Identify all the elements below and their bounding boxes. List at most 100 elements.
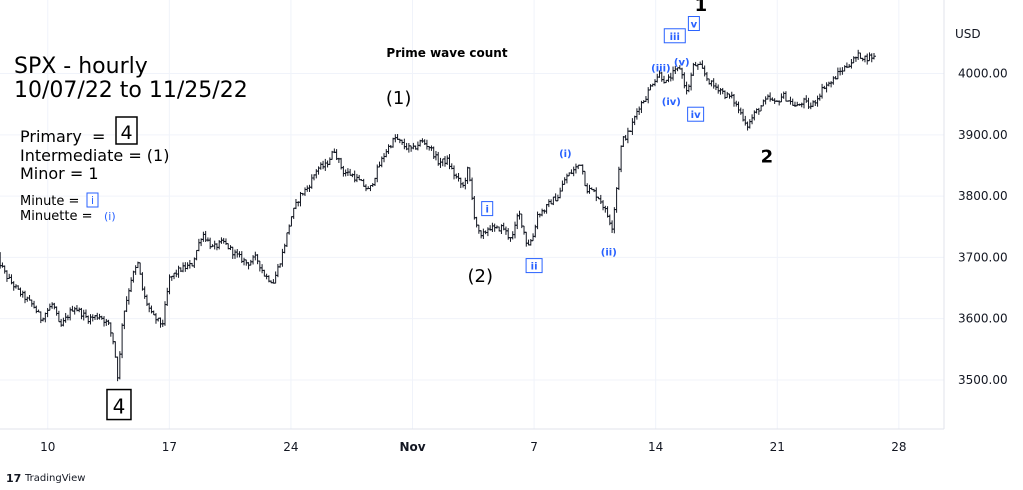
price-bar <box>307 184 312 192</box>
price-bar <box>354 173 359 183</box>
legend-primary-box <box>115 116 138 145</box>
wave-label: (iv) <box>662 97 681 108</box>
price-bar <box>214 243 219 251</box>
price-bar <box>768 92 773 102</box>
price-bar <box>454 173 459 179</box>
price-bar <box>29 299 34 307</box>
price-bar <box>438 157 443 168</box>
price-bar <box>815 95 820 107</box>
y-tick-label: 3700.00 <box>958 250 1008 264</box>
price-bar <box>524 231 529 247</box>
price-bar <box>289 216 294 227</box>
price-bar <box>621 136 626 148</box>
price-bar <box>811 100 816 108</box>
svg-text:(iii): (iii) <box>651 63 670 74</box>
chart-subtitle: 10/07/22 to 11/25/22 <box>14 78 248 103</box>
y-tick-label: 3900.00 <box>958 128 1008 142</box>
price-bar <box>147 302 152 313</box>
price-bar <box>406 143 411 153</box>
price-bar <box>386 144 391 155</box>
price-bar <box>248 259 253 266</box>
price-bar <box>350 173 355 178</box>
legend-minute-label: Minute = <box>20 194 79 209</box>
price-bar <box>790 98 795 106</box>
svg-text:(ii): (ii) <box>601 247 617 258</box>
price-bar <box>255 254 260 265</box>
price-bar <box>273 271 278 284</box>
price-bar <box>302 187 307 196</box>
price-bar <box>456 172 461 182</box>
price-bar <box>11 281 16 291</box>
price-bar <box>508 237 513 242</box>
price-bar <box>849 58 854 69</box>
price-bar <box>133 265 138 275</box>
legend-minor: Minor = 1 <box>20 164 99 183</box>
price-bar <box>43 312 48 323</box>
price-bar <box>716 84 721 94</box>
price-bar <box>363 184 368 192</box>
price-bar <box>630 118 635 135</box>
price-bar <box>549 199 554 205</box>
price-bar <box>625 127 630 144</box>
price-bar <box>262 269 267 277</box>
price-bar <box>284 232 289 247</box>
price-bar <box>804 95 809 103</box>
price-bar <box>573 163 578 174</box>
price-bar <box>560 180 565 192</box>
price-bar <box>747 119 752 129</box>
price-bar <box>824 82 829 93</box>
price-bar <box>72 306 77 315</box>
price-bar <box>612 207 617 234</box>
price-bar <box>637 106 642 115</box>
price-bar <box>826 81 831 87</box>
price-bar <box>736 101 741 114</box>
price-bar <box>321 160 326 170</box>
price-bar <box>540 208 545 217</box>
price-bar <box>700 60 705 69</box>
price-bar <box>564 173 569 184</box>
price-bar <box>445 155 450 165</box>
price-bar <box>314 169 319 179</box>
svg-text:1: 1 <box>695 0 708 16</box>
price-bar <box>777 100 782 106</box>
price-bar <box>470 177 475 201</box>
price-bar <box>799 102 804 108</box>
svg-text:iii: iii <box>670 32 680 43</box>
price-bar <box>104 318 109 326</box>
price-bar <box>452 165 457 180</box>
svg-text:(2): (2) <box>468 266 494 287</box>
price-bar <box>18 287 23 297</box>
price-bar <box>357 174 362 181</box>
wave-label: (i) <box>559 149 572 160</box>
price-bar <box>2 265 7 274</box>
price-bar <box>201 231 206 242</box>
price-bar <box>463 177 468 190</box>
price-bar <box>86 315 91 324</box>
x-tick-label: Nov <box>399 440 425 454</box>
price-bar <box>393 134 398 143</box>
price-bar <box>420 138 425 143</box>
price-bar <box>467 167 472 182</box>
price-bar <box>0 252 3 269</box>
x-tick-label: 17 <box>162 440 177 454</box>
price-bar <box>382 153 387 163</box>
price-bar <box>711 78 716 89</box>
price-bar <box>512 221 517 239</box>
price-bar <box>99 315 104 320</box>
x-tick-label: 14 <box>648 440 663 454</box>
price-bar <box>131 270 136 283</box>
price-bar <box>120 323 125 359</box>
price-bar <box>172 272 177 280</box>
svg-text:4: 4 <box>113 395 126 419</box>
price-bar <box>652 79 657 87</box>
price-bar <box>537 213 542 218</box>
y-tick-label: 3600.00 <box>958 312 1008 326</box>
legend-minute-value: i <box>91 194 94 207</box>
wave-label: (1) <box>386 88 412 109</box>
footer-brand: TradingView <box>24 473 85 484</box>
svg-text:v: v <box>691 20 698 31</box>
price-bar <box>212 240 217 250</box>
price-bar <box>558 187 563 199</box>
price-bar <box>260 264 265 274</box>
